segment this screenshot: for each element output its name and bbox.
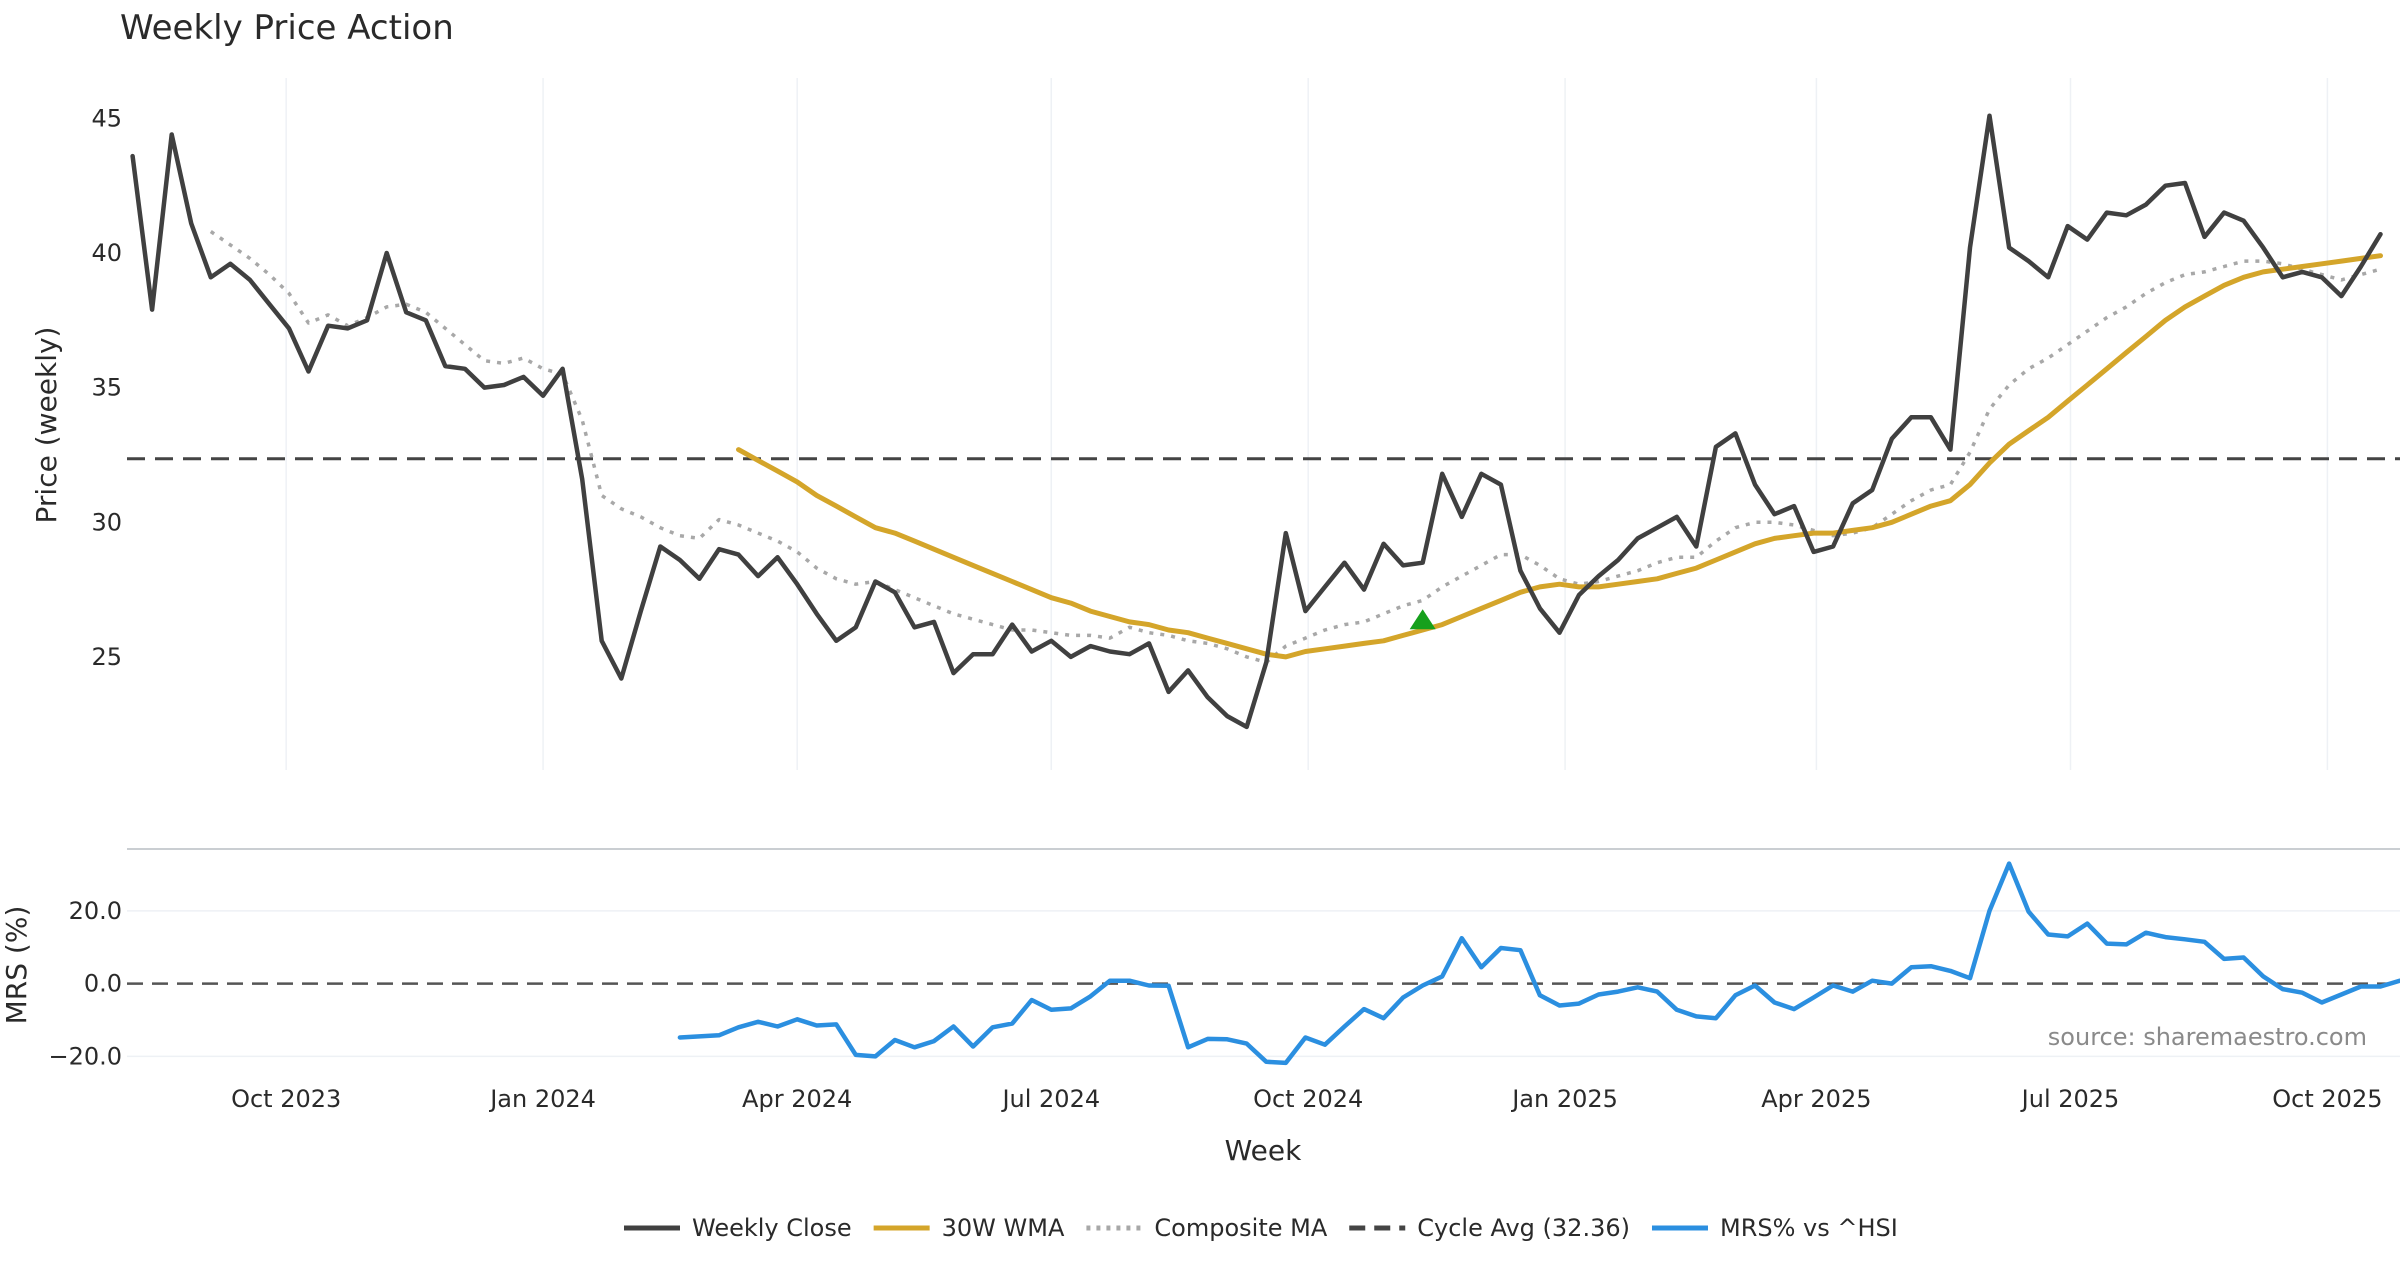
legend-label: Composite MA	[1154, 1214, 1327, 1242]
x-tick-label: Oct 2024	[1253, 1085, 1363, 1113]
bottom-y-tick-label: −20.0	[48, 1042, 122, 1070]
legend: Weekly Close 30W WMA Composite MA Cycle Avg…	[624, 1214, 1898, 1242]
legend-item: Composite MA	[1086, 1214, 1328, 1242]
source-annotation: source: sharemaestro.com	[2048, 1023, 2367, 1051]
series-composite-ma	[209, 230, 2381, 665]
signal-marker	[1409, 609, 1436, 630]
series-30w-wma	[736, 253, 2383, 660]
bottom-y-tick-label: 0.0	[84, 970, 122, 998]
legend-item: MRS% vs ^HSI	[1651, 1214, 1898, 1242]
top-grid	[285, 78, 2329, 770]
top-y-ticks: 25 30 35 40 45	[91, 104, 122, 671]
top-y-tick-label: 45	[91, 104, 122, 132]
top-series-layer	[127, 113, 2400, 730]
legend-item: Weekly Close	[624, 1214, 852, 1242]
x-tick-label: Apr 2024	[742, 1085, 852, 1113]
legend-item: Cycle Avg (32.36)	[1349, 1214, 1630, 1242]
x-axis-title: Week	[1225, 1134, 1302, 1167]
legend-label: Cycle Avg (32.36)	[1417, 1214, 1630, 1242]
x-ticks: Oct 2023 Jan 2024 Apr 2024 Jul 2024 Oct 2024…	[231, 1085, 2382, 1113]
legend-label: Weekly Close	[692, 1214, 852, 1242]
bottom-y-axis-title: MRS (%)	[0, 906, 33, 1025]
x-tick-label: Apr 2025	[1761, 1085, 1871, 1113]
bottom-y-tick-label: 20.0	[69, 897, 122, 925]
x-tick-label: Jul 2024	[1000, 1085, 1100, 1113]
bottom-series-layer	[127, 861, 2400, 1066]
legend-item: 30W WMA	[873, 1214, 1065, 1242]
top-y-tick-label: 35	[91, 374, 122, 402]
chart-title: Weekly Price Action	[120, 8, 454, 48]
legend-label: 30W WMA	[942, 1214, 1065, 1242]
series-mrs-vs-hsi	[677, 861, 2400, 1066]
x-tick-label: Jan 2024	[488, 1085, 596, 1113]
x-tick-label: Oct 2025	[2272, 1085, 2382, 1113]
bottom-y-ticks: 20.0 0.0 −20.0	[48, 897, 122, 1070]
top-y-axis-title: Price (weekly)	[30, 327, 63, 524]
top-y-tick-label: 30	[91, 508, 122, 536]
x-tick-label: Jul 2025	[2020, 1085, 2120, 1113]
top-y-tick-label: 40	[91, 239, 122, 267]
x-tick-label: Jan 2025	[1510, 1085, 1618, 1113]
top-y-tick-label: 25	[91, 643, 122, 671]
series-weekly-close	[130, 113, 2383, 730]
x-tick-label: Oct 2023	[231, 1085, 341, 1113]
legend-label: MRS% vs ^HSI	[1720, 1214, 1898, 1242]
